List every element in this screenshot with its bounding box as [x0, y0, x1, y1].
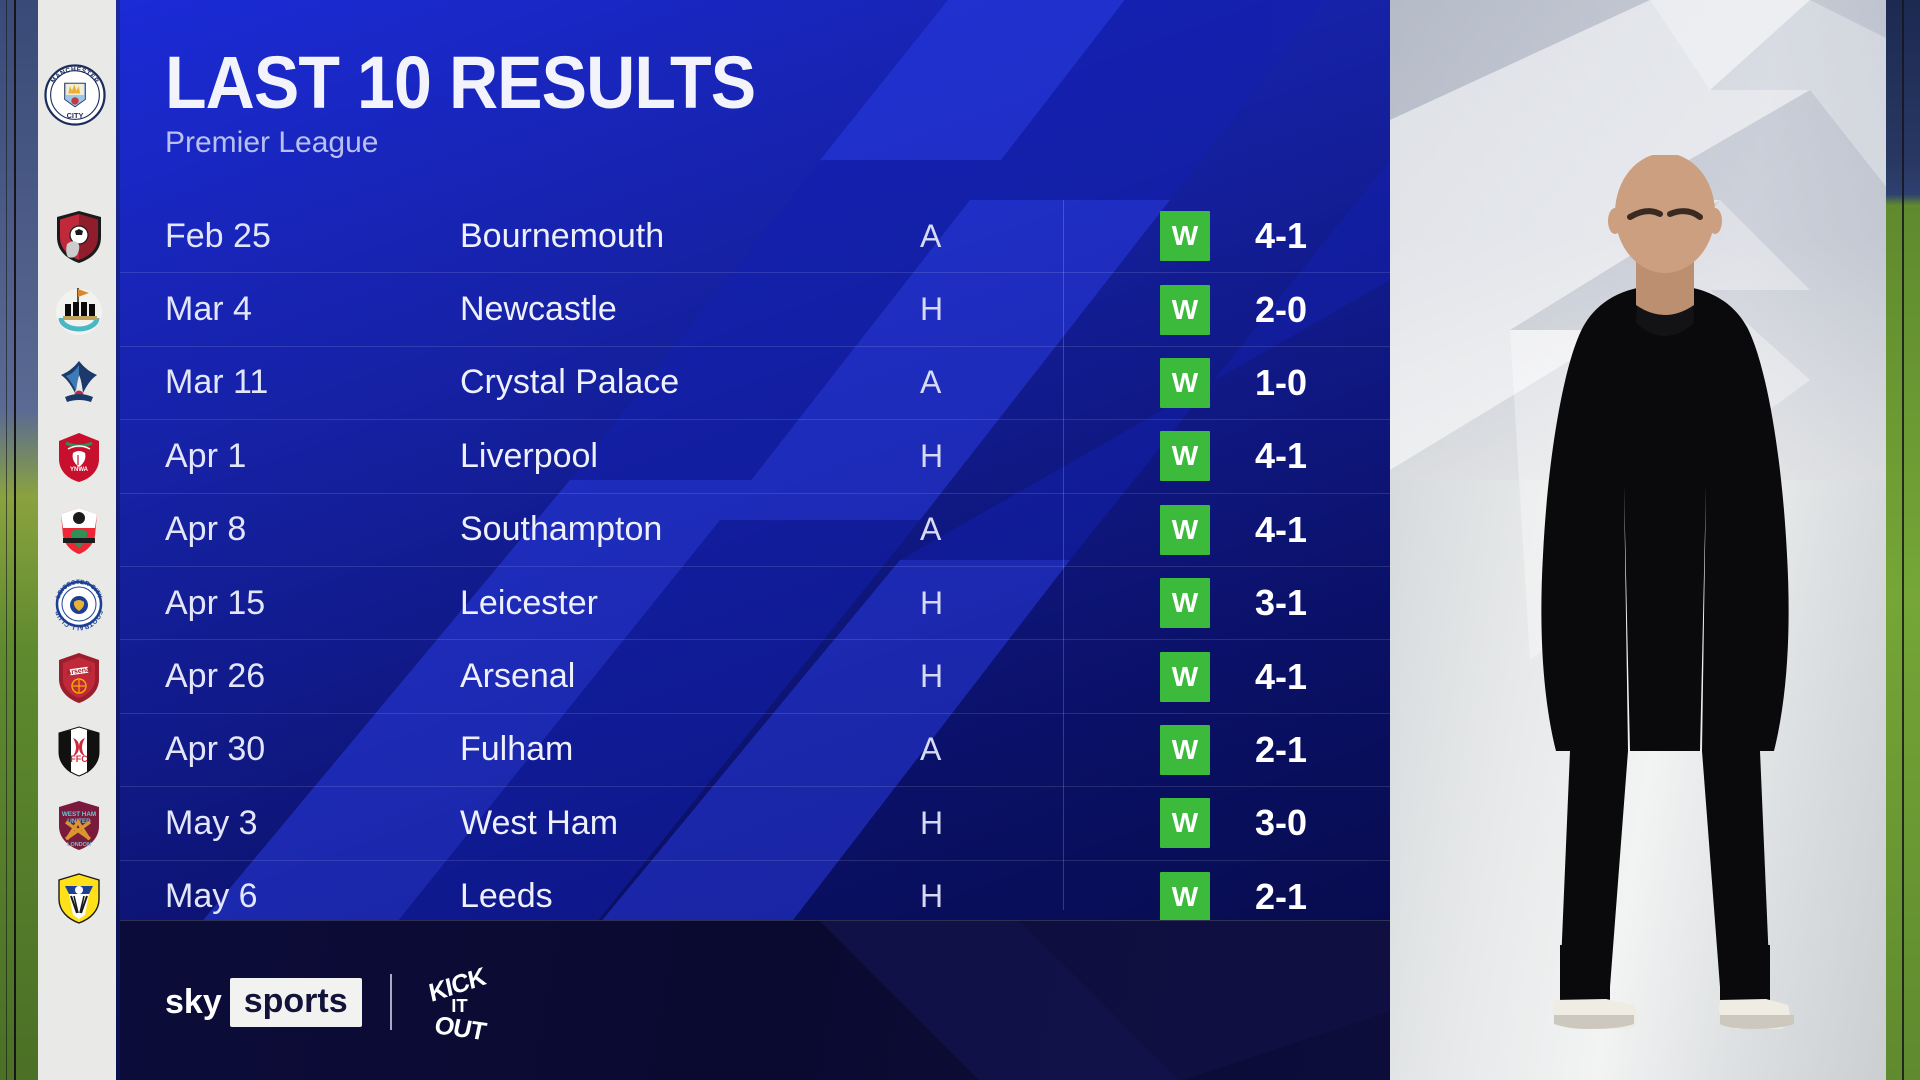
svg-text:LONDON: LONDON [67, 842, 91, 848]
svg-text:YNWA: YNWA [70, 467, 89, 473]
svg-text:CITY: CITY [67, 111, 84, 120]
svg-text:WEST HAM: WEST HAM [62, 811, 96, 818]
svg-text:OUT: OUT [432, 1011, 489, 1044]
svg-text:FFC: FFC [70, 754, 88, 764]
